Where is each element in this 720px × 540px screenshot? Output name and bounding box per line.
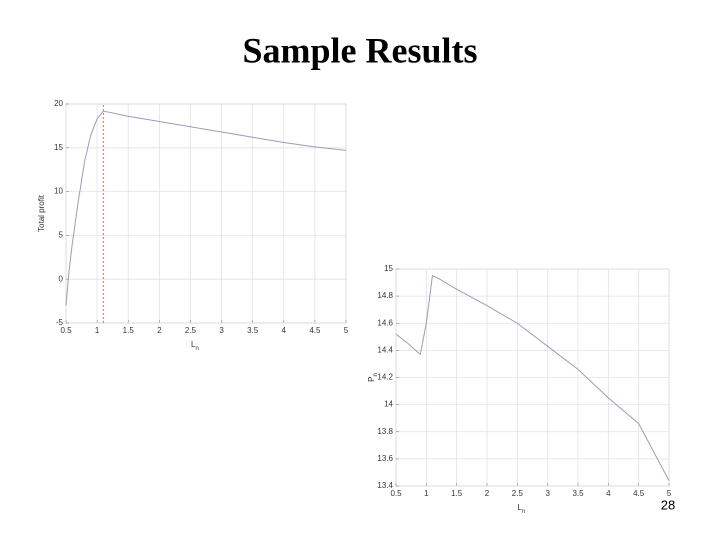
y-tick-label: 14.8 [377,291,393,300]
y-tick-label: 13.4 [377,481,393,490]
page-number: 28 [661,497,675,512]
x-axis-label-sub: n [195,346,198,352]
x-tick-label: 5 [667,489,672,498]
x-tick-label: 2.5 [512,489,524,498]
y-tick-label: 13.8 [377,427,393,436]
x-axis-label-main: L [518,503,523,512]
y-tick-label: 15 [384,264,393,273]
x-tick-label: 3.5 [247,326,259,335]
y-axis-label: Pn [367,373,378,382]
x-tick-label: 4 [606,489,611,498]
x-tick-label: 0.5 [60,326,72,335]
x-tick-label: 1.5 [451,489,463,498]
x-tick-label: 2 [485,489,490,498]
slide-title: Sample Results [242,30,477,70]
x-tick-label: 4.5 [633,489,645,498]
data-line [395,275,670,481]
y-tick-label: 10 [54,187,63,196]
x-tick-label: 0.5 [390,489,402,498]
x-axis-label-main: L [191,340,196,349]
y-tick-label: 14.6 [377,318,393,327]
y-tick-label: -5 [56,318,64,327]
x-tick-label: 4 [282,326,287,335]
x-tick-label: 2 [157,326,162,335]
x-tick-label: 4.5 [309,326,321,335]
y-axis-label-sub: n [373,373,379,376]
y-axis-label-main: P [367,377,376,382]
y-tick-label: 5 [59,231,64,240]
x-tick-label: 1 [95,326,100,335]
x-axis-label-sub: n [522,509,525,515]
x-tick-label: 3 [545,489,550,498]
y-tick-label: 13.6 [377,454,393,463]
x-tick-label: 3 [219,326,224,335]
x-tick-label: 1 [424,489,429,498]
y-axis-label: Total profit [37,194,46,232]
x-tick-label: 3.5 [572,489,584,498]
data-line [65,110,347,306]
x-tick-label: 1.5 [123,326,135,335]
x-axis-label: Ln [518,503,526,514]
y-axis-label-main: Total profit [37,194,46,232]
y-tick-label: 14.4 [377,345,393,354]
plot-area [65,103,347,324]
y-tick-label: 0 [59,274,64,283]
x-axis-label: Ln [191,340,199,351]
y-tick-label: 20 [54,99,63,108]
x-tick-label: 5 [344,326,349,335]
y-tick-label: 14 [384,400,393,409]
y-tick-label: 14.2 [377,373,393,382]
y-tick-label: 15 [54,143,63,152]
x-tick-label: 2.5 [185,326,197,335]
